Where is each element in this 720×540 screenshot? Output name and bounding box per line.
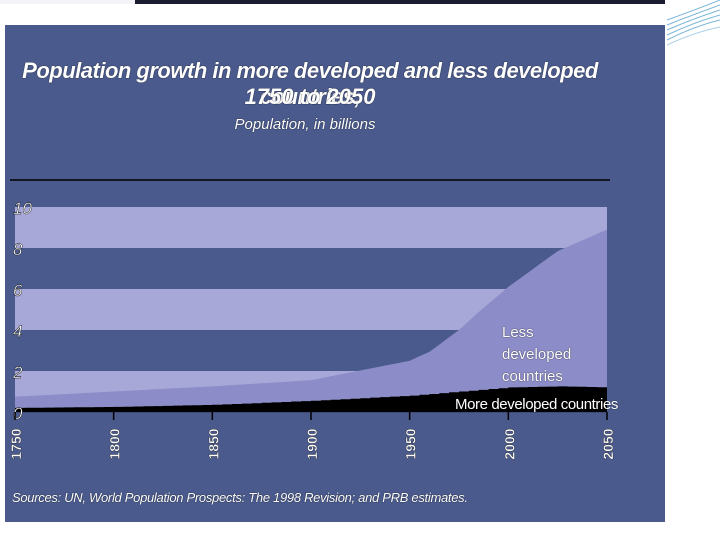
chart-title-line2: 1750 to 2050 [244, 84, 376, 109]
background-band-0 [15, 207, 607, 248]
x-tick-label: 1950 [403, 428, 419, 459]
series-label-less-developed: Less developed countries [502, 322, 602, 388]
y-tick-label: 8 [13, 240, 23, 259]
series-label-less-line1: Less developed [502, 324, 572, 363]
x-tick-label: 1750 [8, 428, 24, 459]
chart-title-line1: Population growth in more developed and … [22, 58, 598, 109]
y-tick-label: 10 [13, 199, 32, 218]
y-tick-label: 6 [13, 281, 23, 300]
x-tick-label: 2050 [600, 428, 616, 459]
x-tick-label: 1900 [304, 428, 320, 459]
y-tick-label: 4 [13, 322, 22, 341]
x-tick-label: 2000 [501, 428, 517, 459]
y-axis-ticks: 0 2 4 6 8 10 [12, 199, 33, 423]
x-axis-ticks: 1750 1800 1850 1900 1950 2000 2050 [8, 412, 616, 460]
area-more-developed [15, 386, 607, 412]
chart-areas [15, 229, 607, 412]
chart-subtitle: Population, in billions [234, 116, 376, 133]
y-tick-label: 0 [13, 404, 23, 423]
series-label-more-developed: More developed countries [455, 396, 619, 413]
x-tick-label: 1850 [205, 428, 221, 459]
slide-top-border-light [0, 0, 135, 4]
decorative-swoosh-lines [666, 0, 720, 46]
slide-top-border [135, 0, 665, 4]
source-note: Sources: UN, World Population Prospects:… [12, 490, 468, 505]
area-less-developed [15, 229, 607, 412]
y-tick-label: 2 [12, 363, 23, 382]
x-tick-label: 1800 [107, 428, 123, 459]
series-label-less-line2: countries [502, 368, 563, 385]
